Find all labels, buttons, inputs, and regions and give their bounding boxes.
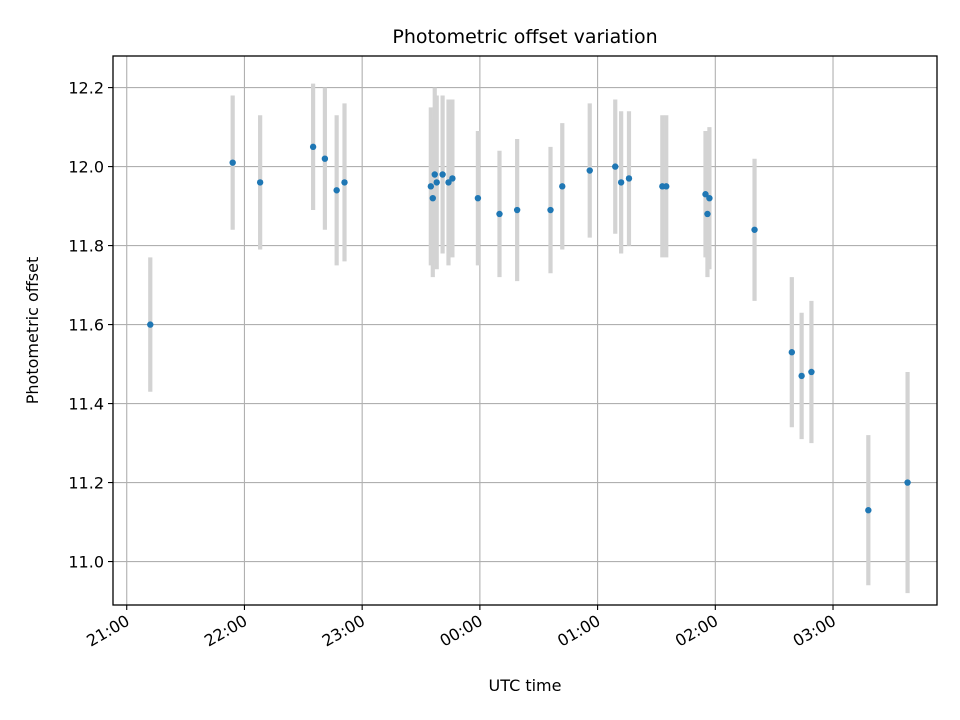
- data-point: [706, 194, 713, 202]
- data-point: [229, 159, 236, 166]
- y-tick-label: 11.4: [68, 395, 104, 414]
- data-point: [513, 206, 521, 214]
- data-point: [612, 163, 619, 170]
- data-point: [433, 179, 440, 186]
- y-tick-label: 12.2: [68, 79, 104, 98]
- plot-frame: [112, 55, 938, 606]
- data-point: [309, 143, 317, 151]
- data-point: [445, 179, 452, 186]
- data-points: [147, 143, 911, 514]
- data-point: [333, 187, 340, 194]
- data-point: [788, 349, 796, 356]
- data-point: [496, 210, 503, 218]
- data-point: [429, 194, 436, 202]
- x-axis-label: UTC time: [489, 676, 562, 695]
- data-point: [704, 210, 711, 218]
- data-point: [808, 368, 815, 376]
- data-point: [547, 206, 554, 214]
- data-point: [449, 175, 456, 182]
- data-point: [256, 179, 264, 186]
- y-axis-label: Photometric offset: [23, 257, 42, 405]
- data-point: [904, 479, 911, 486]
- data-point: [427, 183, 435, 190]
- data-point: [617, 179, 625, 186]
- data-point: [559, 183, 566, 190]
- y-tick-label: 12.0: [68, 158, 104, 177]
- y-tick-label: 11.2: [68, 474, 104, 493]
- data-point: [586, 167, 593, 174]
- data-point: [663, 183, 670, 190]
- y-tick-label: 11.6: [68, 316, 104, 335]
- data-point: [702, 191, 709, 198]
- data-point: [625, 175, 633, 182]
- data-point: [341, 179, 348, 186]
- data-point: [798, 372, 805, 380]
- data-point: [751, 226, 758, 233]
- data-point: [439, 171, 446, 178]
- data-point: [147, 321, 154, 328]
- data-point: [431, 171, 438, 178]
- data-point: [321, 155, 329, 162]
- y-tick-label: 11.8: [68, 237, 104, 256]
- data-point: [474, 194, 482, 202]
- chart-title: Photometric offset variation: [392, 26, 657, 48]
- data-point: [865, 507, 872, 514]
- y-tick-label: 11.0: [68, 553, 104, 572]
- y-axis-ticks: 11.0 11.2 11.4 11.6 11.8 12.0 12.2: [68, 79, 113, 572]
